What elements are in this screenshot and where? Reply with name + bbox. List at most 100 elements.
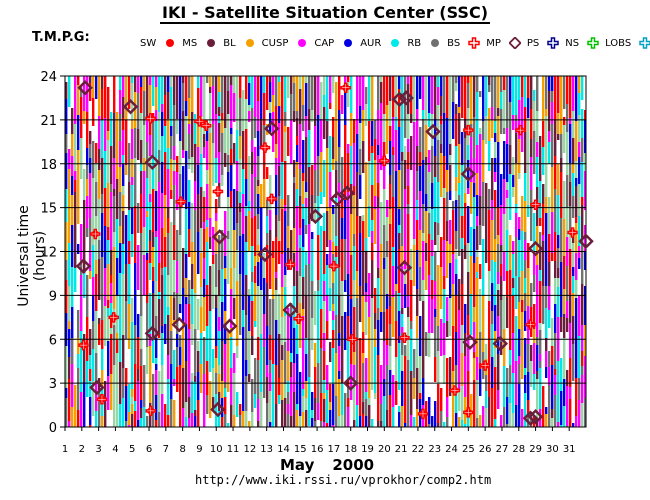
coverage-segment [584,225,587,251]
legend-item-aur: AUR [360,37,401,49]
coverage-segment [311,318,314,350]
coverage-segment [365,292,368,302]
coverage-segment [521,152,524,196]
coverage-segment [359,106,362,123]
coverage-segment [107,300,110,308]
coverage-segment [293,76,296,83]
coverage-segment [278,294,281,334]
x-tick-label: 6 [146,444,152,455]
coverage-segment [182,158,185,166]
coverage-segment [128,384,131,412]
x-tick-label: 21 [395,444,408,455]
coverage-segment [332,304,335,311]
source-url[interactable]: http://www.iki.rssi.ru/vprokhor/comp2.ht… [195,473,492,487]
coverage-segment [260,357,263,363]
coverage-segment [209,133,212,157]
coverage-segment [194,76,197,114]
coverage-segment [200,287,203,307]
coverage-segment [464,304,467,333]
coverage-segment [317,196,320,235]
coverage-segment [551,167,554,212]
coverage-segment [347,231,350,274]
coverage-segment [110,146,113,184]
bs-point-outline [284,259,296,270]
coverage-segment [218,76,221,92]
coverage-segment [575,76,578,121]
coverage-segment [104,421,107,427]
coverage-segment [68,357,71,379]
coverage-segment [116,219,119,258]
coverage-segment [554,333,557,369]
coverage-segment [551,403,554,409]
coverage-segment [383,114,386,142]
coverage-segment [497,76,500,96]
x-tick-label: 23 [428,444,441,455]
coverage-segment [395,117,398,130]
coverage-segment [359,277,362,286]
coverage-segment [305,410,308,427]
coverage-segment [581,351,584,366]
coverage-segment [560,317,563,332]
coverage-segment [134,164,137,206]
coverage-segment [176,392,179,427]
coverage-segment [509,220,512,235]
coverage-segment [545,286,548,308]
coverage-segment [497,235,500,244]
coverage-segment [449,89,452,116]
coverage-segment [209,218,212,237]
coverage-segment [194,144,197,181]
coverage-segment [458,310,461,327]
coverage-segment [557,195,560,235]
coverage-segment [152,374,155,406]
coverage-segment [257,262,260,286]
coverage-segment [164,324,167,344]
coverage-segment [80,260,83,275]
x-tick-label: 31 [563,444,576,455]
coverage-segment [569,182,572,206]
coverage-segment [218,235,221,270]
coverage-segment [71,338,74,364]
coverage-segment [71,176,74,195]
coverage-segment [422,378,425,405]
coverage-segment [476,357,479,380]
coverage-segment [317,420,320,427]
coverage-segment [317,327,320,363]
coverage-segment [389,126,392,141]
coverage-segment [323,274,326,281]
coverage-segment [434,222,437,245]
coverage-segment [359,416,362,427]
coverage-segment [467,414,470,427]
coverage-segment [581,205,584,239]
mp-point [77,79,93,96]
coverage-segment [464,171,467,193]
coverage-segment [578,400,581,427]
coverage-segment [155,420,158,427]
bs-point-h [450,389,460,392]
coverage-segment [218,196,221,208]
coverage-segment [476,195,479,216]
coverage-segment [479,76,482,91]
coverage-segment [86,179,89,196]
coverage-segment [323,351,326,380]
coverage-segment [569,399,572,427]
coverage-segment [518,173,521,179]
coverage-segment [218,317,221,331]
coverage-segment [347,82,350,107]
coverage-segment [491,324,494,357]
coverage-segment [131,234,134,257]
coverage-segment [224,153,227,167]
coverage-segment [530,361,533,387]
coverage-segment [281,76,284,120]
coverage-segment [236,318,239,346]
coverage-segment [278,196,281,221]
coverage-segment [182,248,185,288]
coverage-segment [539,232,542,252]
coverage-segment [497,316,500,337]
coverage-segment [557,380,560,422]
coverage-segment [191,345,194,373]
coverage-segment [146,117,149,142]
coverage-segment [272,241,275,258]
coverage-segment [473,158,476,183]
coverage-segment [335,257,338,288]
coverage-segment [164,143,167,152]
